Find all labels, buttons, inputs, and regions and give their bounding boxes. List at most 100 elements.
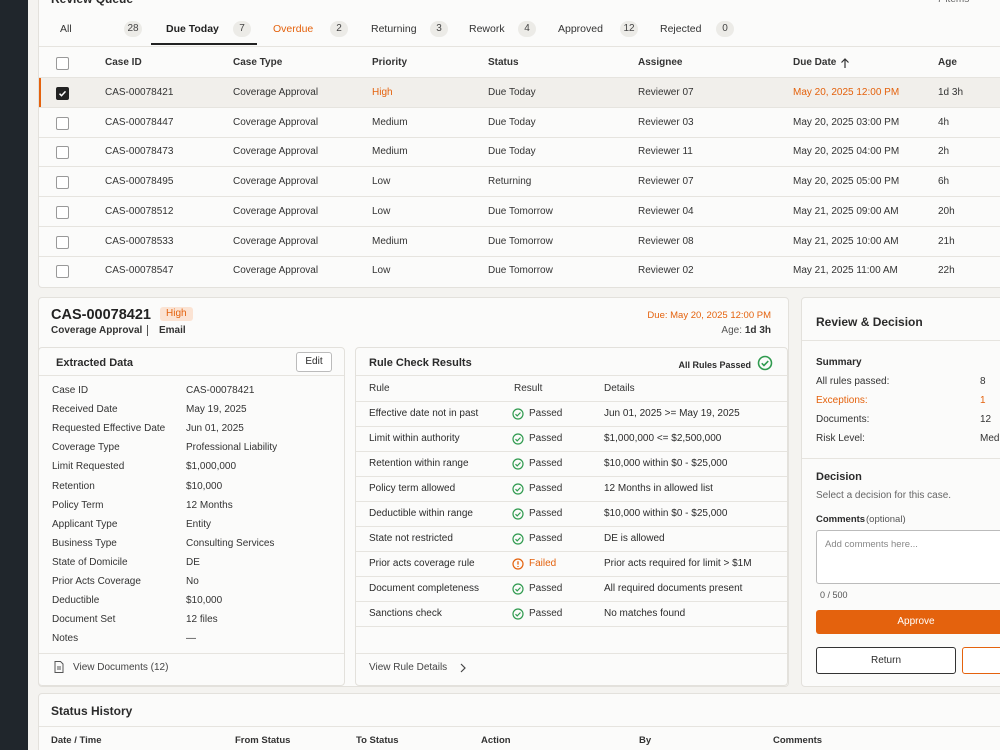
case-detail: CAS-00078421 High Coverage Approval Email Du… — [38, 297, 789, 687]
view-documents-link[interactable]: View Documents (12) — [73, 662, 169, 673]
rule-name: Document completeness — [369, 583, 480, 594]
panel-title: Rule Check Results — [369, 357, 472, 369]
tab[interactable]: All — [60, 23, 72, 35]
rule-name: Effective date not in past — [369, 408, 479, 419]
divider — [356, 501, 787, 502]
rule-result: Passed — [529, 458, 563, 469]
tab[interactable]: Due Today — [166, 23, 219, 35]
active-tab-indicator — [151, 43, 257, 45]
cell: May 20, 2025 04:00 PM — [793, 146, 900, 158]
field-value: — — [186, 633, 196, 645]
tab-count: 3 — [430, 21, 448, 37]
column-header: Comments — [773, 735, 823, 746]
cell: Reviewer 07 — [638, 87, 694, 98]
rule-result: Passed — [529, 508, 563, 519]
cell: Medium — [372, 146, 408, 158]
field-label: Received Date — [52, 404, 118, 416]
column-header: To Status — [356, 735, 399, 746]
divider — [356, 426, 787, 427]
pass-icon — [512, 583, 524, 595]
field-label: Limit Requested — [52, 461, 125, 473]
tab[interactable]: Rework — [469, 23, 505, 35]
row-checkbox[interactable] — [56, 235, 69, 249]
pass-icon — [512, 508, 524, 520]
column-header: From Status — [235, 735, 291, 746]
field-label: Coverage Type — [52, 442, 120, 454]
divider — [356, 375, 787, 376]
cell: Low — [372, 205, 391, 217]
view-rule-details-link[interactable]: View Rule Details — [369, 662, 448, 673]
tab[interactable]: Returning — [371, 23, 417, 35]
divider — [39, 136, 1000, 138]
rule-name: Prior acts coverage rule — [369, 558, 475, 569]
column-header[interactable]: Assignee — [638, 57, 683, 68]
column-header: Date / Time — [51, 735, 102, 746]
field-label: Retention — [52, 480, 95, 492]
comments-label: Comments — [816, 514, 866, 525]
row-checkbox[interactable] — [56, 87, 69, 100]
column-header[interactable]: Due Date — [793, 57, 837, 68]
row-checkbox[interactable] — [56, 205, 69, 219]
rule-details: $10,000 within $0 - $25,000 — [604, 458, 728, 469]
divider — [39, 726, 1000, 727]
cell: Coverage Approval — [233, 205, 319, 217]
field-value: DE — [186, 556, 200, 568]
row-checkbox[interactable] — [56, 116, 69, 130]
char-counter: 0 / 500 — [820, 590, 848, 600]
field-value: May 19, 2025 — [186, 404, 247, 416]
case-id: CAS-00078421 — [51, 307, 151, 323]
cell: Low — [372, 265, 391, 277]
divider — [356, 451, 787, 452]
column-header[interactable]: Case ID — [105, 57, 142, 68]
rule-name: State not restricted — [369, 533, 453, 544]
queue-row[interactable] — [39, 78, 1000, 107]
field-value: Professional Liability — [186, 442, 278, 454]
reject-button[interactable] — [962, 647, 1000, 674]
column-header[interactable]: Status — [488, 57, 519, 68]
cell: Reviewer 07 — [638, 176, 694, 188]
row-checkbox[interactable] — [56, 146, 69, 160]
cell: Reviewer 08 — [638, 235, 694, 247]
tab[interactable]: Overdue — [273, 23, 314, 35]
field-label: Document Set — [52, 614, 116, 626]
cell: Due Tomorrow — [488, 265, 553, 277]
divider — [356, 601, 787, 602]
edit-button[interactable]: Edit — [296, 352, 332, 372]
approve-button[interactable]: Approve — [816, 610, 1000, 634]
rule-result: Failed — [529, 558, 557, 569]
cell: Coverage Approval — [233, 87, 319, 98]
field-label: Prior Acts Coverage — [52, 576, 141, 587]
return-button[interactable]: Return — [816, 647, 956, 674]
rule-details: 12 Months in allowed list — [604, 483, 713, 494]
cell: Due Tomorrow — [488, 205, 553, 217]
cell: Coverage Approval — [233, 176, 319, 188]
tab-count: 28 — [124, 21, 142, 37]
divider — [802, 340, 1000, 341]
field-label: Case ID — [52, 385, 89, 396]
cell: CAS-00078533 — [105, 235, 174, 247]
summary-label: Documents: — [816, 414, 870, 425]
rule-details: Jun 01, 2025 >= May 19, 2025 — [604, 408, 740, 419]
row-checkbox[interactable] — [56, 176, 69, 190]
field-label: Notes — [52, 633, 79, 645]
divider — [39, 46, 1000, 47]
summary-title: Summary — [816, 357, 862, 368]
column-header[interactable]: Case Type — [233, 57, 283, 68]
header-checkbox[interactable] — [56, 57, 69, 70]
cell: Due Today — [488, 116, 536, 128]
cell: 1d 3h — [938, 87, 964, 98]
cell: Coverage Approval — [233, 235, 319, 247]
rule-details: DE is allowed — [604, 533, 665, 544]
tab[interactable]: Approved — [558, 23, 603, 35]
cell: CAS-00078495 — [105, 176, 174, 188]
age-label: Age: — [721, 325, 742, 336]
column-header: Details — [604, 383, 635, 394]
row-checkbox[interactable] — [56, 265, 69, 279]
column-header[interactable]: Age — [938, 57, 957, 68]
comments-input[interactable]: Add comments here... — [816, 530, 1000, 584]
tab[interactable]: Rejected — [660, 23, 702, 35]
summary-value: 8 — [980, 376, 986, 387]
tab-count: 0 — [716, 21, 734, 37]
cell: May 21, 2025 11:00 AM — [793, 265, 898, 277]
column-header[interactable]: Priority — [372, 57, 408, 68]
